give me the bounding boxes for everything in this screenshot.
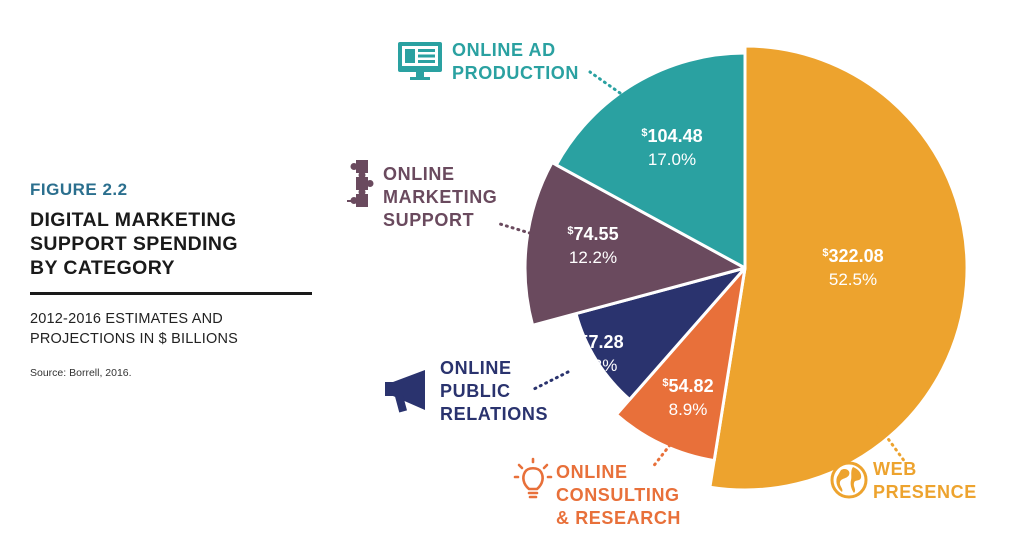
pie-slice-online-marketing-support — [523, 161, 747, 327]
figure-caption: FIGURE 2.2 DIGITAL MARKETING SUPPORT SPE… — [30, 180, 320, 379]
leader-line — [498, 222, 538, 237]
category-label-online-public-relations: ONLINE PUBLIC RELATIONS — [440, 358, 548, 424]
category-label-online-marketing-support: ONLINE MARKETING SUPPORT — [383, 164, 497, 230]
slice-percent-label: 9.3% — [579, 356, 618, 375]
slice-value-label: $57.28 — [572, 332, 623, 352]
lightbulb-icon — [513, 457, 553, 499]
slice-value-label: $74.55 — [567, 224, 618, 244]
figure-source: Source: Borrell, 2016. — [30, 367, 132, 379]
pie-slice-online-public-relations — [574, 266, 747, 401]
leader-line — [650, 443, 672, 470]
monitor-icon — [398, 42, 442, 80]
globe-icon — [830, 461, 868, 499]
slice-percent-label: 12.2% — [569, 248, 617, 267]
figure-subtitle-line: 2012-2016 ESTIMATES AND — [30, 311, 223, 327]
pie-slice-online-ad-production — [554, 51, 747, 270]
figure-subtitle-line: PROJECTIONS IN $ BILLIONS — [30, 331, 239, 347]
category-label-online-ad-production: ONLINE AD PRODUCTION — [452, 40, 579, 83]
slice-percent-label: 8.9% — [669, 400, 708, 419]
slice-value-label: $104.48 — [641, 126, 702, 146]
figure-title-line: BY CATEGORY — [30, 257, 175, 279]
pie-slice-online-consulting-research — [614, 266, 747, 463]
leader-line — [530, 370, 570, 392]
puzzle-icon — [347, 160, 374, 207]
figure-title-line: DIGITAL MARKETING — [30, 209, 237, 231]
leader-line — [588, 70, 622, 95]
category-label-web-presence: WEB PRESENCE — [873, 459, 977, 502]
slice-percent-label: 17.0% — [648, 150, 696, 169]
slice-value-label: $54.82 — [662, 376, 713, 396]
slice-percent-label: 52.5% — [829, 270, 877, 289]
title-divider — [30, 292, 312, 295]
slice-value-label: $322.08 — [822, 246, 883, 266]
figure-subtitle: 2012-2016 ESTIMATES AND PROJECTIONS IN $… — [30, 309, 320, 349]
figure-title: DIGITAL MARKETING SUPPORT SPENDING BY CA… — [30, 208, 320, 280]
megaphone-icon — [385, 370, 425, 413]
figure-number: FIGURE 2.2 — [30, 180, 128, 199]
pie-slice-web-presence — [708, 44, 969, 492]
figure-title-line: SUPPORT SPENDING — [30, 233, 238, 255]
leader-line — [876, 423, 907, 464]
category-label-online-consulting-research: ONLINE CONSULTING & RESEARCH — [556, 462, 681, 528]
